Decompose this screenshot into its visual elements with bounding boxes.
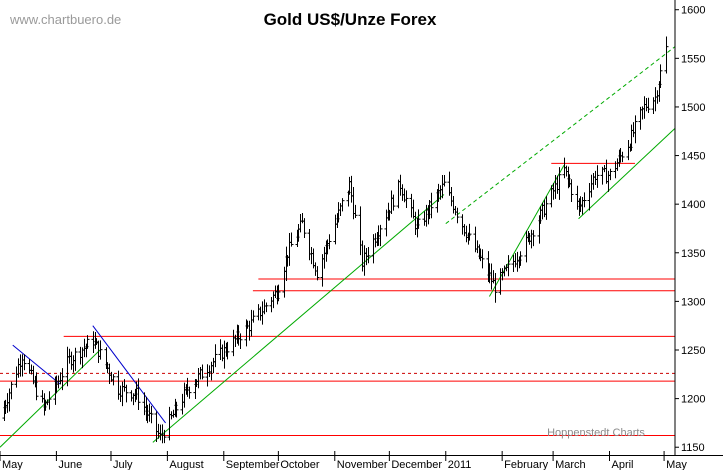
y-tick-label: 1200 <box>681 394 705 406</box>
price-bar <box>111 374 116 386</box>
y-axis-ticks: 1150 1200 1250 1300 1350 1400 1450 1500 1550 1600 <box>675 5 705 454</box>
support-resistance-lines <box>0 162 675 437</box>
trend-line <box>578 127 676 220</box>
month-label: June <box>58 459 82 470</box>
price-bar <box>557 167 562 200</box>
price-bar <box>429 192 434 219</box>
month-label: 2011 <box>448 459 472 470</box>
price-bar <box>238 333 243 349</box>
price-bar <box>353 204 358 218</box>
month-label: March <box>555 459 586 470</box>
price-bar <box>302 218 307 238</box>
price-bar <box>569 179 574 203</box>
price-bar <box>149 405 154 424</box>
trend-line <box>445 46 676 225</box>
price-bar <box>251 310 256 323</box>
price-bar <box>442 175 447 187</box>
watermark: www.chartbuero.de <box>9 12 121 27</box>
month-label: July <box>113 459 133 470</box>
month-label: August <box>169 459 203 470</box>
price-bar <box>595 165 600 188</box>
month-label: November <box>337 459 388 470</box>
y-tick-label: 1550 <box>681 53 705 65</box>
price-bar <box>646 97 651 114</box>
y-tick-label: 1400 <box>681 199 705 211</box>
price-bar <box>518 251 523 266</box>
chart-title: Gold US$/Unze Forex <box>264 10 437 29</box>
price-bar <box>98 340 103 360</box>
price-bar <box>493 273 498 303</box>
chart-credit: Hoppenstedt Charts <box>547 427 645 439</box>
price-bar <box>34 372 39 401</box>
price-bar <box>213 344 218 368</box>
price-bar <box>506 255 511 277</box>
y-tick-label: 1600 <box>681 5 705 17</box>
price-bar <box>378 224 383 247</box>
month-label: May <box>2 459 23 470</box>
price-bar <box>22 354 27 371</box>
price-bar <box>60 368 65 391</box>
month-label: October <box>280 459 319 470</box>
price-bar <box>366 246 371 264</box>
price-bar <box>531 230 536 247</box>
price-bar <box>664 36 669 74</box>
trend-line <box>92 325 166 424</box>
price-bar <box>455 207 460 224</box>
price-bar <box>582 192 587 208</box>
price-bar <box>608 168 613 181</box>
y-tick-label: 1250 <box>681 345 705 357</box>
price-bar <box>73 347 78 371</box>
price-bar <box>289 232 294 247</box>
price-bar <box>225 341 230 360</box>
y-tick-label: 1500 <box>681 102 705 114</box>
price-bar <box>162 429 167 444</box>
y-tick-label: 1150 <box>681 442 705 454</box>
y-tick-label: 1350 <box>681 248 705 260</box>
price-bar <box>404 190 409 209</box>
price-bar <box>658 64 663 89</box>
price-bar <box>276 284 281 302</box>
price-bar <box>340 198 345 212</box>
price-bar <box>480 249 485 269</box>
price-bar <box>467 223 472 241</box>
x-axis-ticks: May June July August September October Novembe… <box>0 451 687 470</box>
trend-line <box>12 344 61 385</box>
price-bar <box>9 381 14 400</box>
price-bar <box>85 335 90 349</box>
month-label: December <box>391 459 442 470</box>
price-bar <box>544 196 549 220</box>
price-bar <box>416 209 421 229</box>
trend-line <box>152 194 445 443</box>
month-label: September <box>226 459 280 470</box>
price-bar <box>315 266 320 281</box>
month-label: February <box>504 459 549 470</box>
y-tick-label: 1450 <box>681 151 705 163</box>
price-bar <box>391 194 396 211</box>
price-bar <box>620 151 625 163</box>
month-label: May <box>666 459 687 470</box>
price-bar <box>136 378 141 411</box>
y-tick-label: 1300 <box>681 296 705 308</box>
price-bar <box>264 302 269 313</box>
price-bar <box>327 234 332 250</box>
price-bars <box>2 36 669 444</box>
price-bar <box>187 386 192 399</box>
price-bar <box>174 401 179 418</box>
price-bar <box>124 384 129 403</box>
price-bar <box>200 364 205 380</box>
month-label: April <box>612 459 634 470</box>
price-bar <box>633 115 638 144</box>
price-bar <box>47 391 52 410</box>
